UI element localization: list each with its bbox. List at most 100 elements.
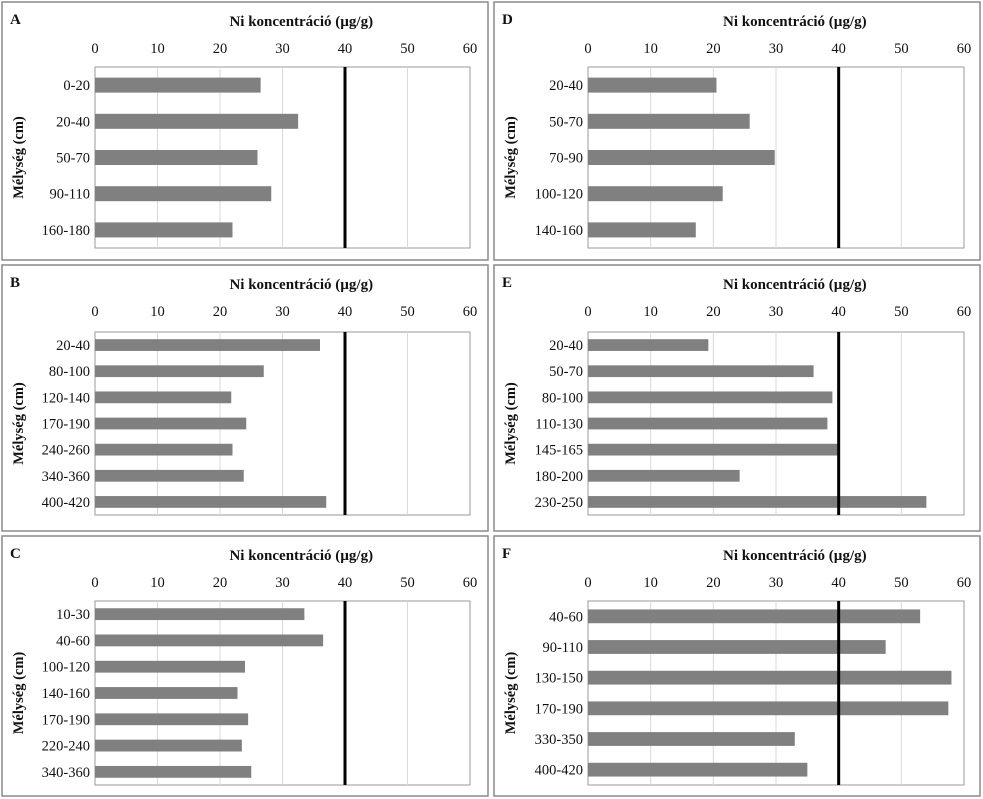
panel-b-bar <box>95 417 247 430</box>
panel-b-category-label: 120-140 <box>42 390 90 406</box>
panel-a-label: A <box>10 12 21 28</box>
panel-e-x-tick-label: 0 <box>584 304 591 320</box>
panel-a-bar <box>95 222 233 238</box>
panel-e-bar <box>588 339 709 351</box>
panel-d-category-label: 70-90 <box>549 151 583 167</box>
panel-c-category-label: 340-360 <box>42 765 90 781</box>
panel-b-label: B <box>10 275 20 291</box>
panel-d-bar <box>588 222 696 238</box>
panel-b-category-label: 20-40 <box>56 338 90 354</box>
panel-a-x-tick-label: 50 <box>400 41 415 57</box>
panel-b-x-tick-label: 20 <box>213 304 228 320</box>
panel-d-bar <box>588 113 750 129</box>
panel-a-category-label: 160-180 <box>42 223 90 239</box>
panel-e-category-label: 145-165 <box>535 443 583 459</box>
panel-e-category-label: 80-100 <box>542 390 583 406</box>
panel-b-category-label: 80-100 <box>49 364 90 380</box>
panel-d-category-label: 100-120 <box>535 187 583 203</box>
panel-a-bar <box>95 150 258 165</box>
panel-f-x-tick-label: 20 <box>706 575 721 591</box>
panel-e-bar <box>588 469 740 482</box>
panel-c-category-label: 220-240 <box>42 739 90 755</box>
panel-b-x-tick-label: 0 <box>91 304 98 320</box>
panel-d-x-tick-label: 10 <box>643 41 658 57</box>
panel-c-x-tick-label: 60 <box>463 575 478 591</box>
panel-f-y-axis-title: Mélység (cm) <box>503 652 519 735</box>
panel-d-bar <box>588 150 775 165</box>
chart-panel-c: C Ni koncentráció (µg/g) Mélység (cm) 0 10 20… <box>1 535 489 797</box>
panel-a-category-label: 50-70 <box>56 151 90 167</box>
panel-e-category-label: 110-130 <box>535 417 583 433</box>
chart-panel-e: E Ni koncentráció (µg/g) Mélység (cm) 0 10 20… <box>493 264 981 532</box>
panel-e-category-label: 180-200 <box>535 469 583 485</box>
panel-c-category-label: 10-30 <box>56 607 90 623</box>
panel-e-y-axis-title: Mélység (cm) <box>503 382 519 465</box>
chart-panel-f: F Ni koncentráció (µg/g) Mélység (cm) 0 10 20… <box>493 535 981 797</box>
panel-d-category-label: 20-40 <box>549 78 583 94</box>
panel-b-bar <box>95 365 264 378</box>
panel-f-category-label: 400-420 <box>535 763 583 779</box>
panel-c-bar <box>95 634 324 647</box>
panel-f-label: F <box>502 546 511 562</box>
panel-a-category-label: 90-110 <box>49 187 90 203</box>
panel-d-x-axis-title: Ni koncentráció (µg/g) <box>723 14 867 30</box>
panel-f-x-tick-label: 50 <box>894 575 909 591</box>
panel-e-x-tick-label: 40 <box>831 304 846 320</box>
panel-a-y-axis-title: Mélység (cm) <box>11 116 27 199</box>
panel-c-bar <box>95 660 245 673</box>
panel-a-category-label: 20-40 <box>56 114 90 130</box>
panel-a-x-tick-label: 0 <box>91 41 98 57</box>
panel-e-label: E <box>502 275 512 291</box>
panel-c-category-label: 40-60 <box>56 633 90 649</box>
panel-f-bar <box>588 640 886 654</box>
panel-c-y-axis-title: Mélység (cm) <box>11 652 27 735</box>
panel-a-x-tick-label: 20 <box>213 41 228 57</box>
panel-c-category-label: 140-160 <box>42 686 90 702</box>
panel-d-y-axis-title: Mélység (cm) <box>503 116 519 199</box>
panel-a-x-tick-label: 60 <box>463 41 478 57</box>
panel-e-x-tick-label: 50 <box>894 304 909 320</box>
panel-e-category-label: 50-70 <box>549 364 583 380</box>
panel-c-x-tick-label: 50 <box>400 575 415 591</box>
panel-f-bar <box>588 609 921 624</box>
panel-f-x-tick-label: 60 <box>957 575 972 591</box>
panel-b-x-tick-label: 10 <box>150 304 165 320</box>
panel-f-x-tick-label: 30 <box>769 575 784 591</box>
panel-b-x-tick-label: 40 <box>338 304 353 320</box>
panel-e-bar <box>588 417 828 430</box>
chart-panel-b: B Ni koncentráció (µg/g) Mélység (cm) 0 10 20… <box>1 264 489 532</box>
panel-a-x-tick-label: 10 <box>150 41 165 57</box>
panel-f-bar <box>588 670 952 685</box>
panel-e-bar <box>588 496 927 508</box>
panel-c-bar <box>95 713 249 726</box>
panel-f-category-label: 170-190 <box>535 701 583 717</box>
panel-f-x-axis-title: Ni koncentráció (µg/g) <box>723 548 867 564</box>
chart-panel-d: D Ni koncentráció (µg/g) Mélység (cm) 0 10 20… <box>493 1 981 261</box>
panel-f-x-tick-label: 0 <box>584 575 591 591</box>
panel-f-category-label: 330-350 <box>535 732 583 748</box>
panel-b-bar <box>95 391 232 404</box>
panel-a-x-tick-label: 30 <box>275 41 290 57</box>
panel-c-x-tick-label: 10 <box>150 575 165 591</box>
panel-d-x-tick-label: 20 <box>706 41 721 57</box>
panel-b-category-label: 340-360 <box>42 469 90 485</box>
panel-c-label: C <box>10 546 21 562</box>
panel-b-bar <box>95 469 244 482</box>
panel-d-x-tick-label: 50 <box>894 41 909 57</box>
panel-f-bar <box>588 762 808 777</box>
panel-c-category-label: 170-190 <box>42 712 90 728</box>
panel-e-bar <box>588 365 814 378</box>
panel-f-bar <box>588 732 795 746</box>
panel-e-x-tick-label: 10 <box>643 304 658 320</box>
panel-e-x-tick-label: 60 <box>957 304 972 320</box>
panel-c-x-tick-label: 40 <box>338 575 353 591</box>
panel-a-x-tick-label: 40 <box>338 41 353 57</box>
panel-e-bar <box>588 443 840 456</box>
panel-e-category-label: 230-250 <box>535 495 583 511</box>
panel-c-x-tick-label: 20 <box>213 575 228 591</box>
panel-c-bar <box>95 765 252 778</box>
panel-b-category-label: 400-420 <box>42 495 90 511</box>
panel-d-x-tick-label: 40 <box>831 41 846 57</box>
panel-b-bar <box>95 496 327 508</box>
